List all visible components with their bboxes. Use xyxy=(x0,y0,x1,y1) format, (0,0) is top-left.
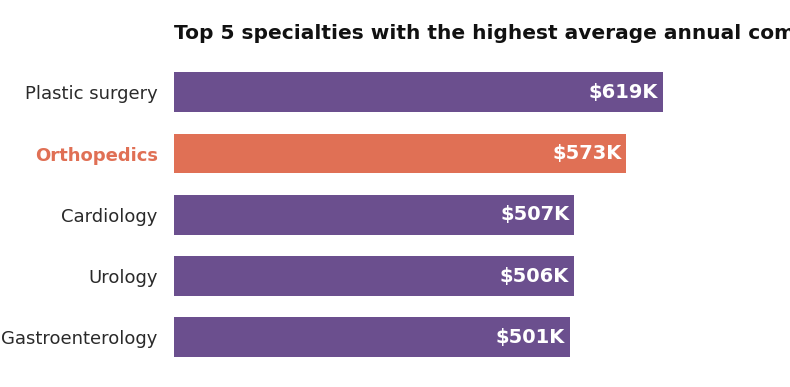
Text: $501K: $501K xyxy=(495,328,565,347)
Bar xyxy=(174,317,570,357)
Text: $507K: $507K xyxy=(501,205,570,224)
Text: $619K: $619K xyxy=(589,83,658,102)
Bar xyxy=(174,134,626,173)
Text: $506K: $506K xyxy=(499,267,569,286)
Bar xyxy=(174,72,663,112)
Bar xyxy=(174,256,574,296)
Bar xyxy=(174,195,574,235)
Text: $573K: $573K xyxy=(552,144,622,163)
Text: Top 5 specialties with the highest average annual compensation: Top 5 specialties with the highest avera… xyxy=(174,24,790,43)
